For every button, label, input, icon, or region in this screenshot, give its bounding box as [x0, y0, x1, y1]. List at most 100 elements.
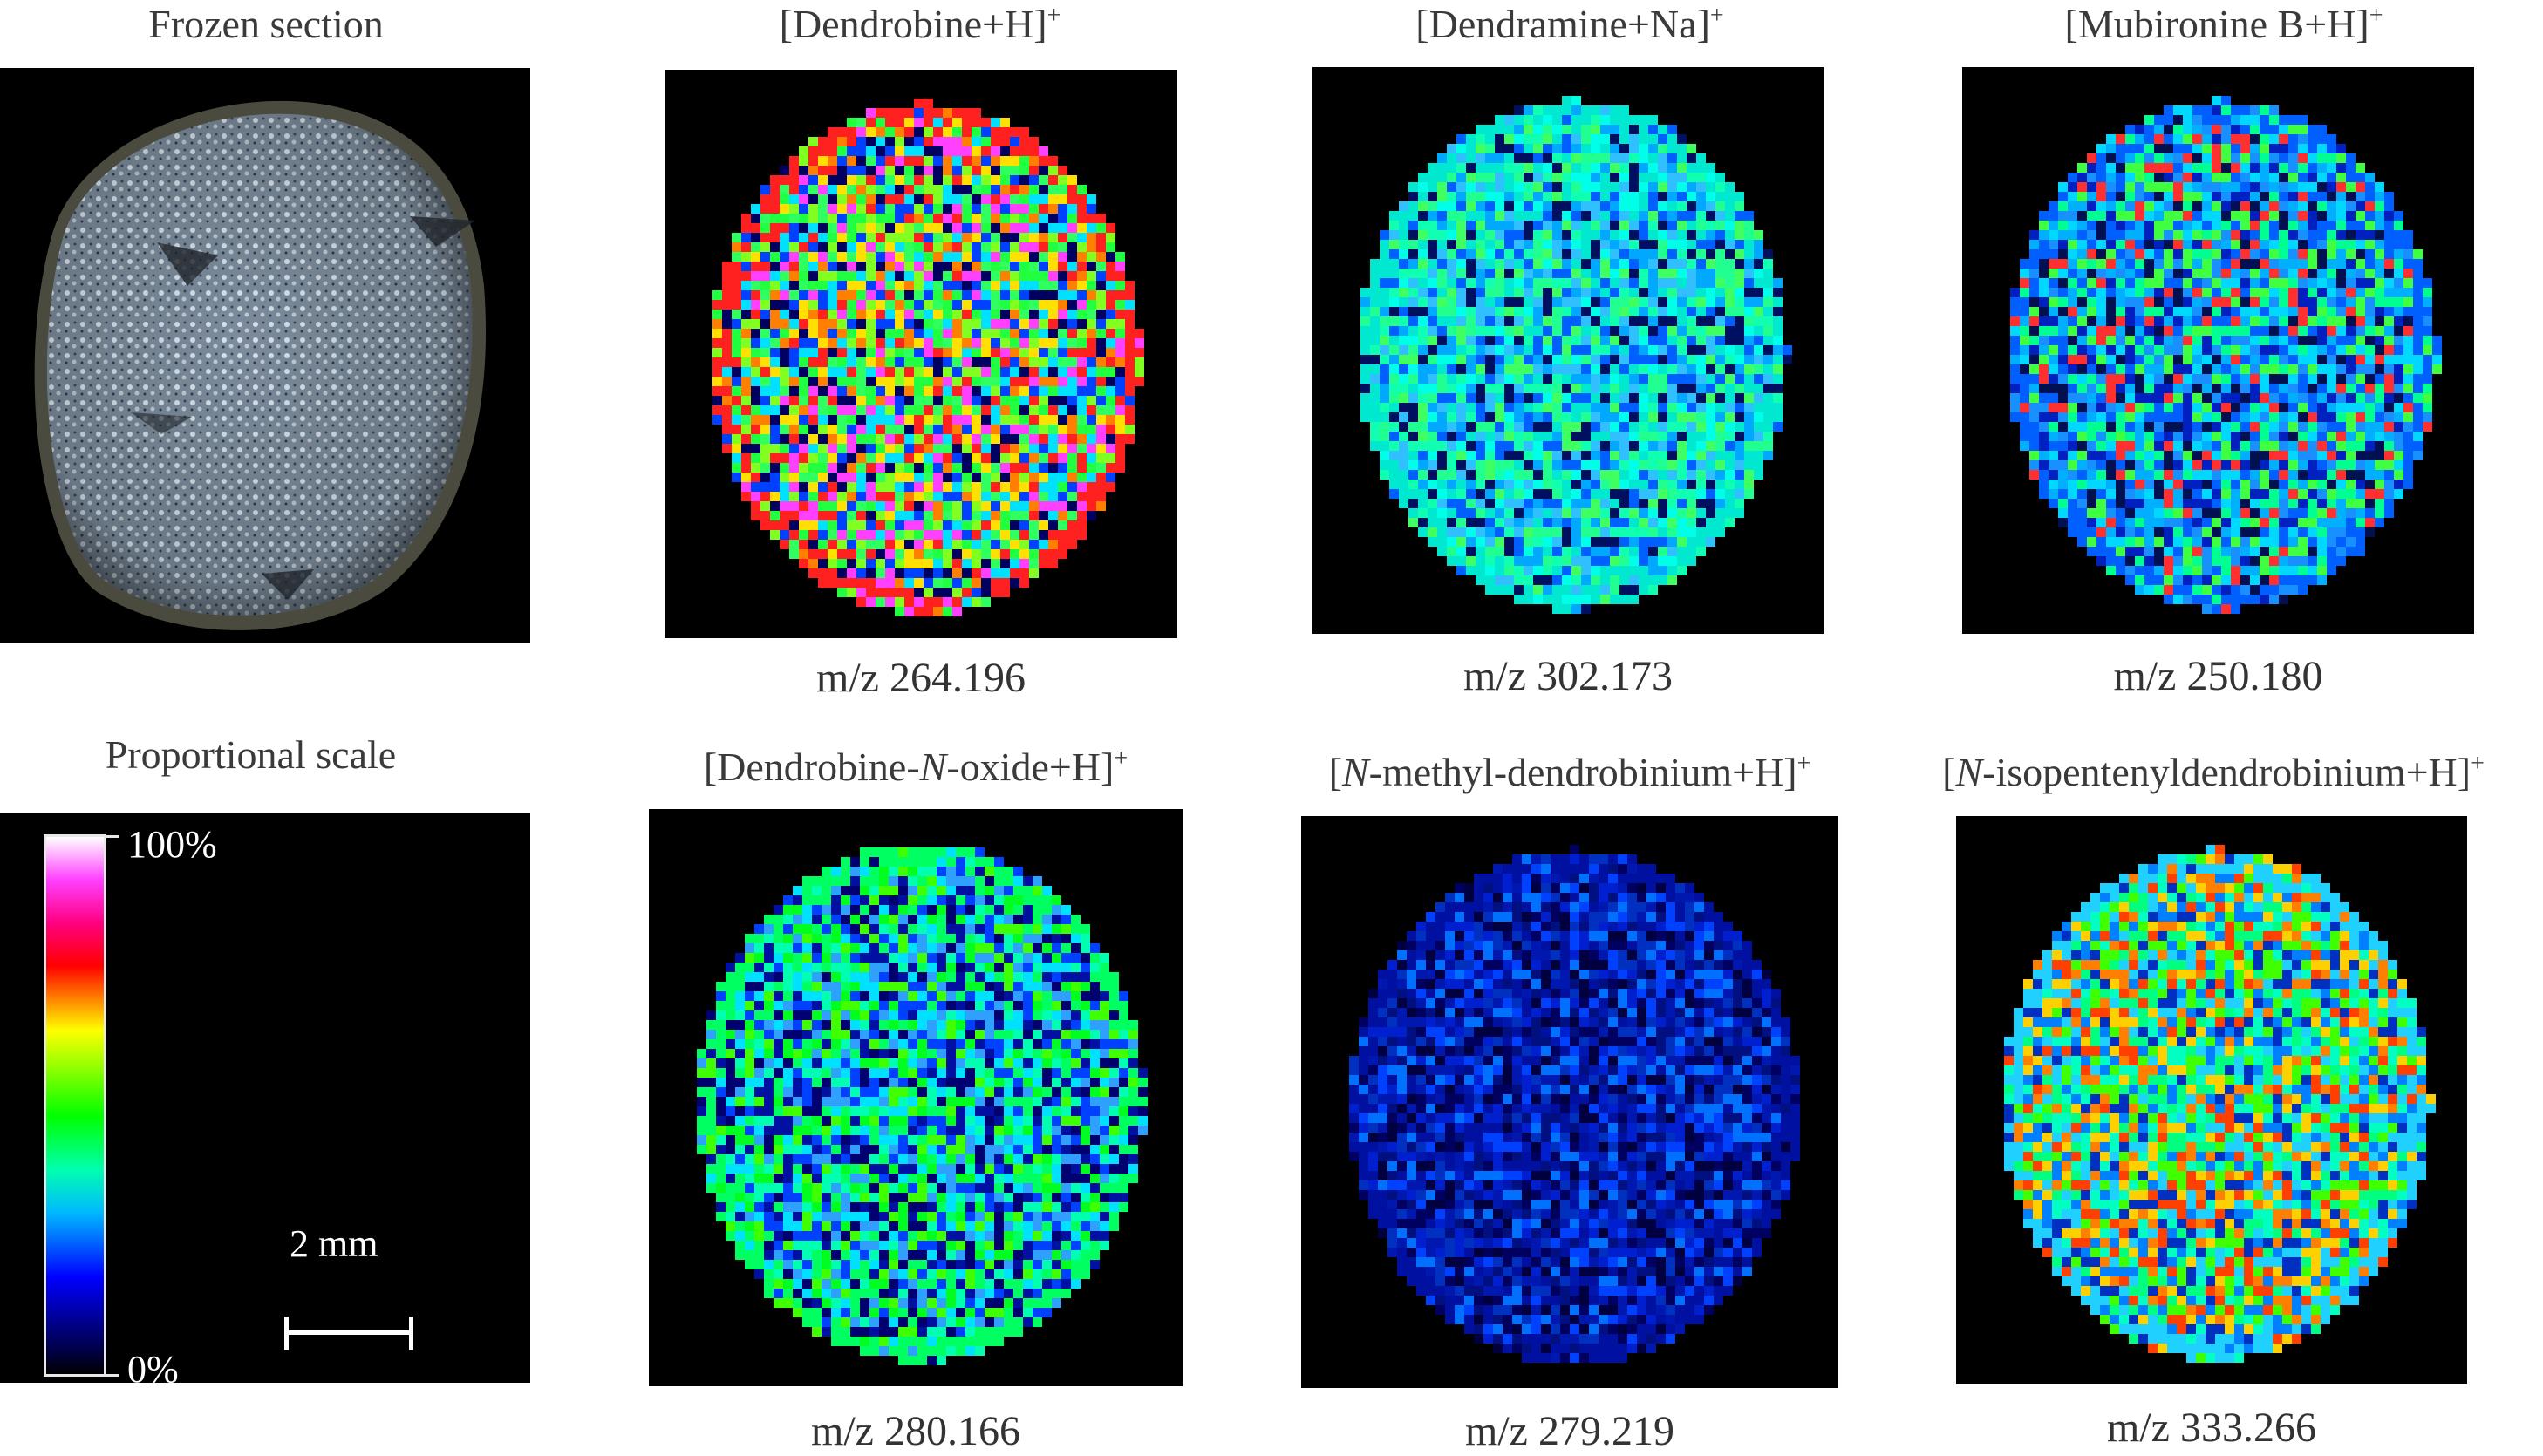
ms-pixel	[1715, 297, 1725, 307]
ms-pixel	[1380, 412, 1389, 422]
ms-pixel	[962, 559, 972, 568]
ms-pixel	[1380, 326, 1389, 336]
ms-pixel	[837, 377, 847, 386]
ms-pixel	[1763, 259, 1773, 269]
ms-pixel	[1504, 384, 1514, 393]
ms-pixel	[1735, 249, 1744, 259]
ms-pixel	[933, 271, 943, 281]
ms-pixel	[1418, 384, 1428, 393]
ms-pixel	[1763, 278, 1773, 288]
ms-pixel	[1629, 384, 1639, 393]
ms-pixel	[1658, 374, 1667, 384]
ms-pixel	[1087, 386, 1096, 396]
ms-pixel	[1437, 384, 1447, 393]
ms-pixel	[1096, 453, 1106, 463]
ms-pixel	[943, 597, 952, 607]
ms-pixel	[1629, 480, 1639, 489]
ms-pixel	[1639, 182, 1648, 192]
ms-pixel	[1447, 432, 1456, 441]
ms-pixel	[847, 223, 856, 233]
ms-pixel	[2327, 278, 2336, 288]
ms-pixel	[1495, 364, 1504, 374]
ms-pixel	[1466, 537, 1476, 547]
ms-pixel	[1428, 326, 1437, 336]
ms-pixel	[952, 386, 962, 396]
ms-pixel	[1010, 568, 1019, 578]
ms-pixel	[2164, 403, 2173, 412]
ms-pixel	[2327, 182, 2336, 192]
ms-pixel	[1125, 290, 1135, 300]
ms-pixel	[1562, 518, 1571, 527]
ms-pixel	[1600, 173, 1610, 182]
ms-pixel	[914, 511, 924, 520]
ms-pixel	[866, 357, 876, 367]
ms-pixel	[1658, 182, 1667, 192]
ms-pixel	[2298, 336, 2308, 345]
ms-pixel	[1763, 451, 1773, 460]
ms-pixel	[1010, 444, 1019, 453]
ms-pixel	[1600, 412, 1610, 422]
ms-pixel	[962, 204, 972, 214]
charge-sup: +	[1709, 2, 1724, 30]
ms-pixel	[1389, 211, 1399, 221]
ms-pixel	[943, 319, 952, 329]
ms-pixel	[1067, 271, 1077, 281]
ms-pixel	[2010, 403, 2020, 412]
ms-pixel	[991, 118, 1000, 127]
ms-pixel	[914, 568, 924, 578]
ms-pixel	[962, 108, 972, 118]
ms-pixel	[2164, 173, 2173, 182]
ms-pixel	[1610, 403, 1619, 412]
ms-pixel	[962, 156, 972, 166]
ms-pixel	[1048, 233, 1058, 242]
ms-pixel	[760, 492, 770, 501]
ms-pixel	[1019, 223, 1029, 233]
ms-pixel	[751, 262, 760, 271]
ms-pixel	[1744, 441, 1754, 451]
ms-pixel	[2250, 364, 2260, 374]
ms-pixel	[1380, 432, 1389, 441]
ms-pixel	[1106, 252, 1115, 262]
ms-pixel	[1763, 364, 1773, 374]
ms-pixel	[847, 568, 856, 578]
ms-pixel	[2164, 297, 2173, 307]
ms-pixel	[1533, 249, 1543, 259]
ms-pixel	[2192, 192, 2202, 201]
ms-pixel	[2212, 326, 2221, 336]
ms-pixel	[1696, 460, 1706, 470]
ms-pixel	[1010, 146, 1019, 156]
ms-pixel	[904, 415, 914, 425]
ms-pixel	[1380, 297, 1389, 307]
ms-pixel	[962, 242, 972, 252]
ms-pixel	[1571, 422, 1581, 432]
ms-pixel	[1543, 134, 1552, 144]
ms-pixel	[760, 204, 770, 214]
ms-pixel	[1744, 403, 1754, 412]
ms-pixel	[1437, 499, 1447, 508]
ms-pixel	[1571, 249, 1581, 259]
ms-pixel	[924, 482, 933, 492]
ms-pixel	[933, 175, 943, 185]
ms-pixel	[2403, 240, 2413, 249]
ms-pixel	[828, 329, 837, 338]
ms-pixel	[1504, 278, 1514, 288]
ms-pixel	[1476, 192, 1485, 201]
ms-pixel	[1389, 460, 1399, 470]
ms-pixel	[2356, 240, 2365, 249]
ms-pixel	[1600, 134, 1610, 144]
ms-pixel	[1495, 527, 1504, 537]
ms-pixel	[914, 175, 924, 185]
ms-pixel	[1106, 338, 1115, 348]
ms-pixel	[808, 549, 818, 559]
ms-pixel	[924, 559, 933, 568]
ms-pixel	[914, 520, 924, 530]
ms-pixel	[972, 137, 981, 146]
ms-pixel	[962, 281, 972, 290]
ms-pixel	[991, 242, 1000, 252]
ms-pixel	[2049, 345, 2058, 355]
ms-pixel	[2288, 393, 2298, 403]
ms-pixel	[1581, 240, 1591, 249]
ms-pixel	[2394, 316, 2403, 326]
ms-pixel	[2164, 144, 2173, 153]
ms-pixel	[2231, 240, 2240, 249]
